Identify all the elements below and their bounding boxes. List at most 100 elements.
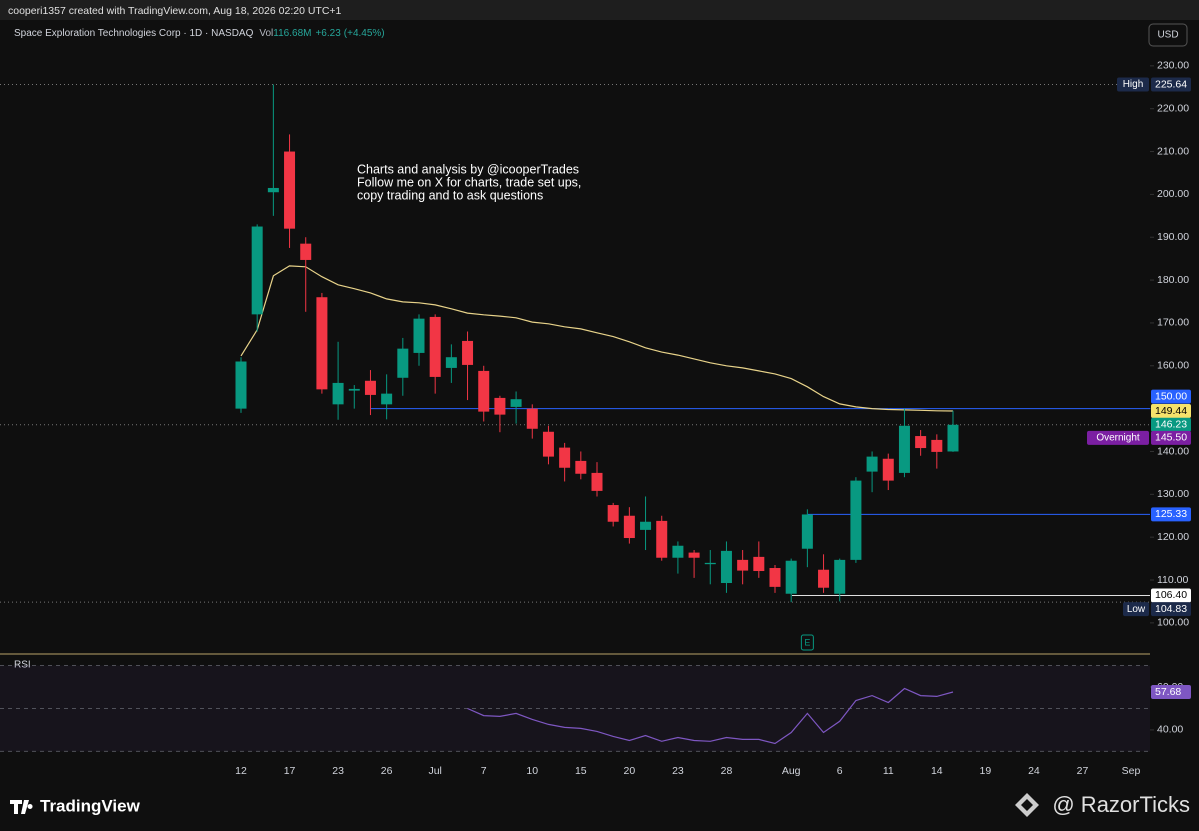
- price-marker-label: 125.33: [1155, 508, 1187, 520]
- price-marker-tag: [1123, 602, 1149, 617]
- currency[interactable]: USD: [1157, 30, 1178, 41]
- brand-logo: [10, 800, 33, 814]
- price-marker-label: 225.64: [1155, 78, 1187, 90]
- volume: 116.68M: [273, 28, 311, 39]
- price-marker-tag: [1117, 77, 1149, 92]
- change: +6.23: [315, 28, 341, 39]
- watermark: @ RazorTicks: [1052, 792, 1190, 817]
- price-marker: [1151, 602, 1191, 617]
- candle-body: [866, 456, 878, 472]
- candle-body: [818, 569, 830, 588]
- x-tick-label: 19: [980, 765, 992, 777]
- price-marker: [1151, 77, 1191, 92]
- top-bar: [0, 0, 1199, 20]
- event-label: E: [804, 637, 810, 647]
- y-tick-label: 120.00: [1157, 531, 1189, 543]
- x-tick-label: 11: [883, 765, 894, 777]
- rsi-line: [467, 687, 954, 745]
- price-marker: [1151, 430, 1191, 445]
- candle-body: [591, 472, 603, 491]
- x-tick-label: 27: [1077, 765, 1089, 777]
- candle-body: [542, 431, 554, 457]
- rsi-tick-label: 40.00: [1157, 724, 1183, 736]
- candle-body: [769, 568, 781, 587]
- price-marker: [1151, 389, 1191, 404]
- candle-body: [672, 545, 684, 558]
- y-tick-label: 200.00: [1157, 188, 1189, 200]
- candle-body: [834, 559, 846, 594]
- candle-body: [316, 297, 328, 390]
- change-pct: (+4.45%): [344, 28, 385, 39]
- price-marker: [1151, 588, 1191, 603]
- candle-body: [640, 521, 652, 530]
- candle-body: [785, 560, 797, 594]
- candle-body: [559, 447, 571, 468]
- candle-body: [251, 226, 263, 315]
- price-marker: [1151, 404, 1191, 419]
- x-tick-label: 28: [721, 765, 733, 777]
- candle-body: [753, 556, 765, 572]
- price-marker-name: High: [1123, 79, 1144, 90]
- price-marker-label: 146.23: [1155, 419, 1187, 431]
- candle-body: [931, 439, 943, 452]
- currency-button[interactable]: [1148, 23, 1188, 47]
- y-tick-label: 170.00: [1157, 317, 1189, 329]
- candle-body: [235, 361, 247, 409]
- price-marker-label: 150.00: [1155, 390, 1187, 402]
- y-tick-label: 180.00: [1157, 274, 1189, 286]
- vol-label: Vol: [259, 28, 273, 39]
- rsi-band: [0, 665, 1150, 752]
- watermark-icon: [1015, 793, 1039, 817]
- x-tick-label: 15: [575, 765, 587, 777]
- symbol-name: Space Exploration Technologies Corp · 1D…: [14, 28, 254, 39]
- x-tick-label: 7: [481, 765, 487, 777]
- candle-body: [898, 425, 910, 473]
- y-tick-label: 230.00: [1157, 60, 1189, 72]
- candle-body: [737, 559, 749, 571]
- candle-body: [510, 399, 522, 407]
- candle-body: [575, 460, 587, 474]
- candle-body: [413, 318, 425, 353]
- x-tick-label: 23: [672, 765, 684, 777]
- x-tick-label: 24: [1028, 765, 1040, 777]
- candle-body: [300, 243, 312, 260]
- x-tick-label: 10: [526, 765, 538, 777]
- candle-body: [801, 514, 813, 549]
- candle-body: [882, 458, 894, 481]
- candle-body: [947, 424, 959, 452]
- candle-body: [478, 370, 490, 412]
- candle-body: [381, 393, 393, 405]
- rsi-last-label: 57.68: [1155, 686, 1181, 698]
- candle-body: [429, 316, 441, 377]
- moving-average: [240, 265, 954, 412]
- annotation-line: Charts and analysis by @icooperTrades: [357, 162, 579, 176]
- candle-body: [284, 151, 296, 229]
- price-marker-label: 106.40: [1155, 589, 1187, 601]
- x-tick-label: Sep: [1122, 765, 1141, 777]
- candle-body: [462, 340, 474, 365]
- y-tick-label: 110.00: [1157, 574, 1188, 586]
- price-marker-name: Low: [1127, 604, 1146, 615]
- y-tick-label: 140.00: [1157, 445, 1189, 457]
- candle-body: [656, 520, 668, 558]
- x-tick-label: 14: [931, 765, 943, 777]
- price-marker-label: 104.83: [1155, 603, 1187, 615]
- x-tick-label: Jul: [428, 765, 441, 777]
- candle-body: [607, 505, 619, 522]
- candle-body: [623, 515, 635, 539]
- price-marker-name: Overnight: [1096, 433, 1140, 444]
- x-tick-label: 12: [235, 765, 247, 777]
- x-tick-label: 20: [624, 765, 636, 777]
- event-marker: [800, 634, 814, 651]
- candle-body: [720, 550, 732, 584]
- annotation-line: copy trading and to ask questions: [357, 188, 543, 202]
- candle-body: [348, 388, 360, 391]
- x-tick-label: Aug: [782, 765, 801, 777]
- x-tick-label: 26: [381, 765, 393, 777]
- price-marker-tag: [1087, 430, 1149, 445]
- credit: cooperi1357 created with TradingView.com…: [8, 5, 342, 17]
- candle-body: [364, 380, 376, 395]
- candle-body: [332, 382, 344, 405]
